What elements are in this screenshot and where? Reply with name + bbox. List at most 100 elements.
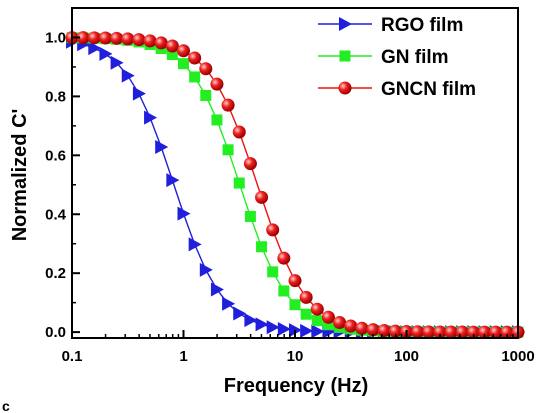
data-point: [310, 302, 324, 316]
data-point: [211, 114, 223, 126]
data-point: [210, 77, 224, 91]
legend: RGO film GN film GNCN film: [318, 15, 476, 100]
y-axis-title: Normalized C': [9, 109, 31, 242]
data-point: [166, 173, 180, 188]
data-point: [121, 32, 135, 46]
legend-item: GNCN film: [318, 79, 476, 100]
y-tick-label: 0.2: [45, 265, 66, 282]
x-tick-label: 100: [394, 348, 419, 365]
data-point: [110, 55, 124, 70]
data-point: [322, 319, 334, 331]
data-point: [222, 144, 234, 156]
data-point: [87, 31, 101, 45]
x-tick-label: 1: [179, 348, 187, 365]
data-point: [299, 290, 313, 304]
data-point: [98, 31, 112, 45]
data-point: [144, 110, 158, 125]
data-point: [321, 310, 335, 324]
data-point: [154, 36, 168, 50]
data-point: [110, 31, 124, 45]
data-point: [266, 223, 280, 237]
x-tick-label: 0.1: [62, 348, 83, 365]
data-point: [132, 33, 146, 47]
data-point: [422, 325, 436, 339]
x-tick-label: 10: [287, 348, 304, 365]
data-point: [188, 51, 202, 65]
data-point: [411, 325, 425, 339]
data-point: [311, 315, 323, 327]
data-point: [189, 71, 201, 83]
data-point: [233, 306, 247, 321]
x-axis-title: Frequency (Hz): [224, 375, 368, 397]
data-point: [155, 140, 169, 155]
data-point: [165, 39, 179, 53]
legend-label: GNCN film: [381, 79, 476, 100]
data-point: [121, 68, 135, 83]
data-point: [300, 323, 314, 338]
panel-label: c: [2, 398, 10, 413]
data-point: [267, 266, 279, 278]
data-point: [277, 251, 291, 265]
data-point: [76, 31, 90, 45]
data-point: [433, 325, 447, 339]
data-point: [288, 274, 302, 288]
data-point: [444, 325, 458, 339]
data-point: [232, 125, 246, 139]
data-point: [344, 319, 358, 333]
legend-item: GN film: [318, 47, 449, 68]
y-tick-label: 0.6: [45, 147, 66, 164]
data-point: [210, 282, 224, 297]
data-point: [166, 49, 178, 61]
data-point: [233, 177, 245, 189]
data-point: [199, 62, 213, 76]
data-point: [500, 325, 514, 339]
series-gncn-film: [65, 31, 525, 339]
legend-label: RGO film: [381, 15, 463, 36]
legend-item: RGO film: [318, 15, 463, 36]
data-point: [244, 313, 258, 328]
data-point: [243, 157, 257, 171]
data-point: [222, 296, 236, 311]
data-point: [99, 46, 113, 61]
data-point: [255, 190, 269, 204]
x-tick-label: 1000: [501, 348, 534, 365]
y-tick-label: 0.0: [45, 324, 66, 341]
data-point: [300, 308, 312, 320]
y-tick-label: 1.0: [45, 29, 66, 46]
data-point: [177, 44, 190, 58]
data-point: [278, 285, 290, 297]
data-point: [177, 206, 191, 221]
data-point: [221, 98, 235, 112]
data-point: [244, 210, 256, 222]
data-point: [88, 41, 102, 56]
data-point: [255, 317, 269, 332]
legend-label: GN film: [381, 47, 449, 68]
data-point: [256, 241, 268, 253]
data-point: [478, 325, 492, 339]
y-tick-label: 0.4: [45, 206, 67, 223]
data-point: [178, 58, 189, 70]
data-point: [311, 324, 325, 339]
data-point: [466, 325, 480, 339]
data-point: [200, 90, 212, 102]
legend-marker: [338, 81, 352, 95]
data-point: [188, 237, 202, 252]
data-point: [289, 299, 301, 311]
legend-marker: [339, 50, 351, 62]
plot-frame: [71, 7, 519, 339]
data-point: [377, 324, 391, 338]
legend-marker: [339, 17, 352, 31]
data-point: [266, 320, 280, 335]
y-tick-label: 0.8: [45, 88, 66, 105]
data-point: [277, 322, 291, 337]
data-point: [455, 325, 469, 339]
data-point: [333, 316, 347, 330]
data-point: [489, 325, 503, 339]
data-point: [366, 323, 380, 337]
data-point: [132, 86, 146, 101]
data-point: [143, 34, 157, 48]
data-point: [355, 321, 369, 335]
data-point: [388, 324, 402, 338]
data-point: [199, 262, 213, 277]
